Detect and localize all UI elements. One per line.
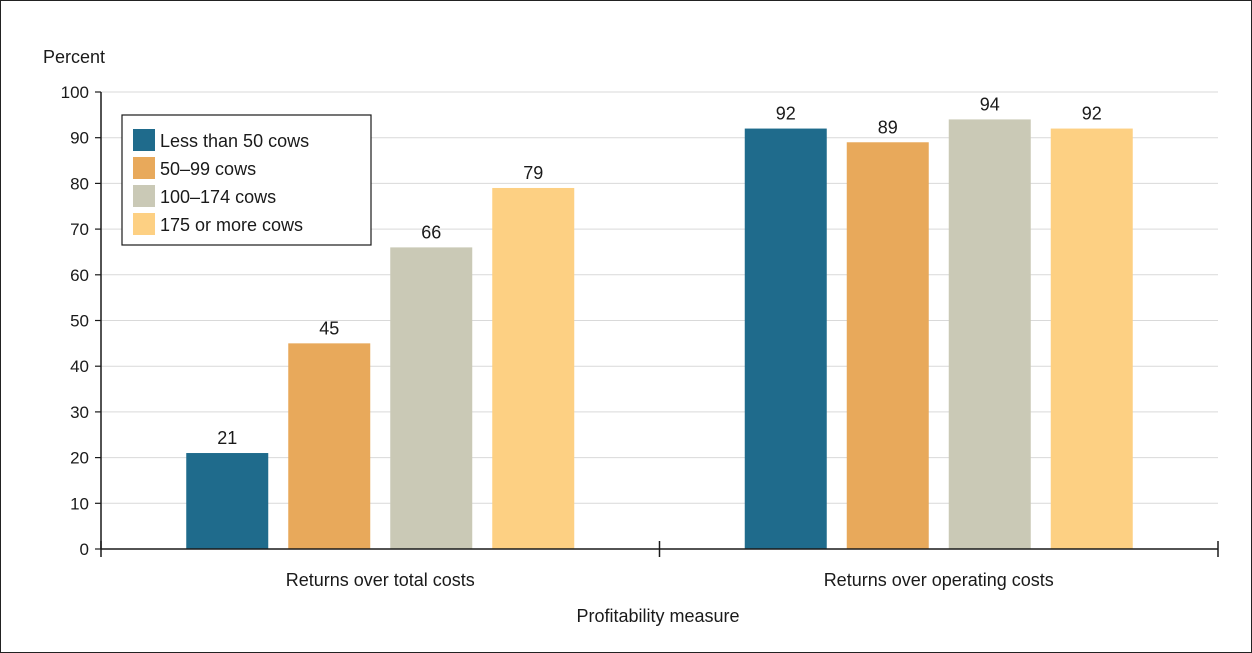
bar	[492, 187, 575, 549]
bar	[390, 247, 473, 549]
x-tick-label: Returns over total costs	[286, 570, 475, 590]
bar	[846, 142, 929, 549]
x-ticks: Returns over total costs Returns over ope…	[100, 541, 1219, 590]
bar	[1050, 128, 1133, 549]
bar	[288, 343, 371, 549]
data-label: 45	[319, 318, 339, 338]
y-tick-label: 10	[70, 494, 89, 513]
y-tick-label: 20	[70, 449, 89, 468]
bar	[186, 453, 269, 549]
y-tick-label: 0	[80, 540, 89, 559]
legend-swatch	[133, 157, 155, 179]
y-tick-label: 40	[70, 357, 89, 376]
data-label: 92	[776, 104, 796, 124]
data-label: 94	[980, 94, 1000, 114]
y-tick-label: 100	[61, 83, 89, 102]
data-label: 66	[421, 222, 441, 242]
y-axis-title: Percent	[43, 47, 105, 67]
legend-swatch	[133, 213, 155, 235]
x-axis-title: Profitability measure	[576, 606, 739, 626]
legend-label: 100–174 cows	[160, 187, 276, 207]
y-tick-label: 80	[70, 174, 89, 193]
legend-label: Less than 50 cows	[160, 131, 309, 151]
y-tick-label: 50	[70, 312, 89, 331]
x-tick-label: Returns over operating costs	[824, 570, 1054, 590]
data-label: 79	[523, 163, 543, 183]
legend-box	[121, 114, 372, 246]
data-label: 21	[217, 428, 237, 448]
legend: Less than 50 cows 50–99 cows 100–174 cows 1…	[121, 114, 372, 246]
y-ticks: 0 10 20 30 40 50 60 70 80 90 100	[61, 83, 101, 559]
legend-label: 175 or more cows	[160, 215, 303, 235]
data-label: 92	[1082, 104, 1102, 124]
legend-label: 50–99 cows	[160, 159, 256, 179]
y-tick-label: 30	[70, 403, 89, 422]
bars	[186, 119, 1133, 550]
legend-swatch	[133, 129, 155, 151]
y-tick-label: 60	[70, 266, 89, 285]
legend-swatch	[133, 185, 155, 207]
data-label: 89	[878, 117, 898, 137]
y-tick-label: 70	[70, 220, 89, 239]
data-labels: 21 45 66 79 92 89 94 92	[217, 94, 1102, 448]
bar	[948, 119, 1031, 550]
y-tick-label: 90	[70, 129, 89, 148]
bar	[744, 128, 827, 549]
